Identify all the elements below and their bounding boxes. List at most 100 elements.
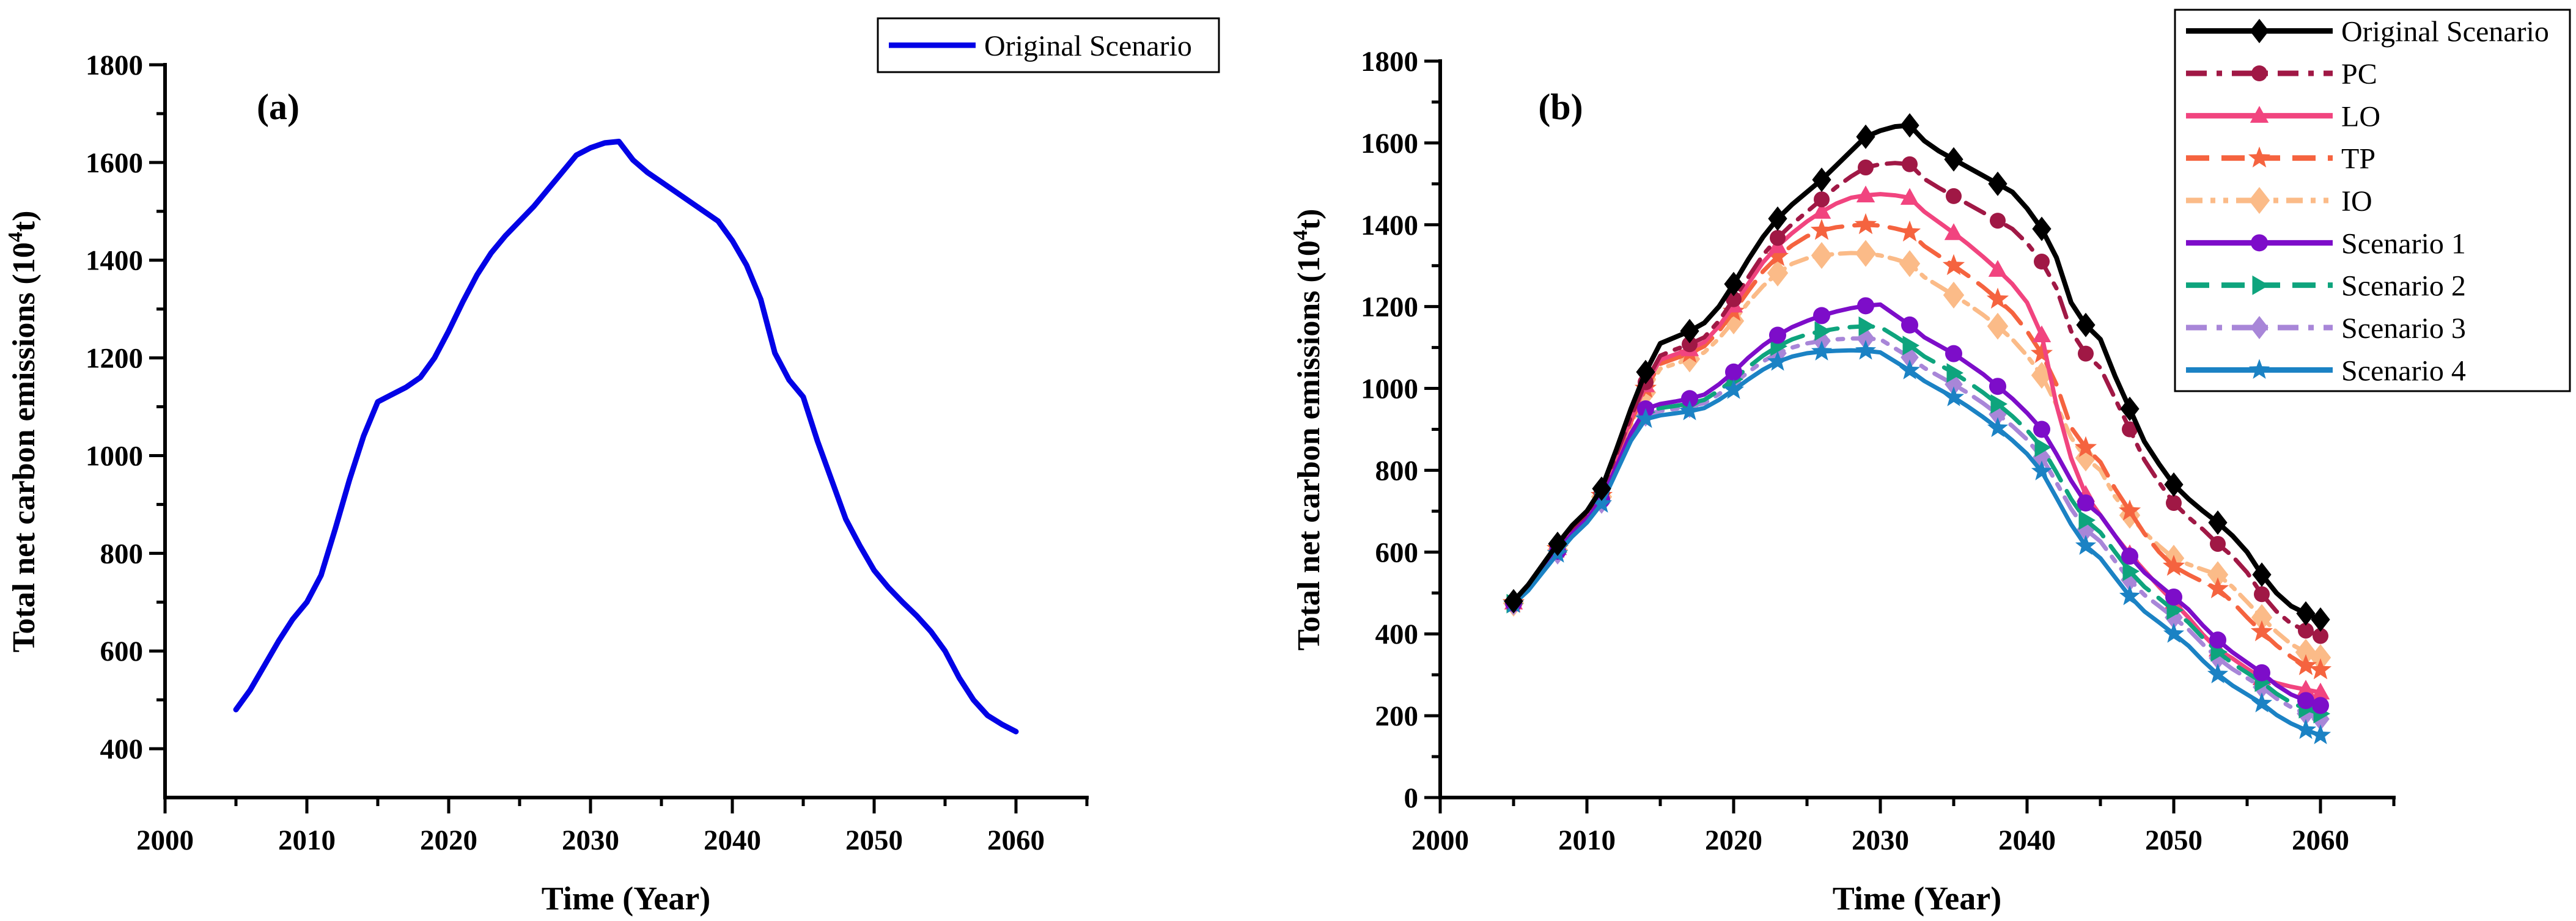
marker-circle <box>1857 297 1874 315</box>
marker-star <box>1723 379 1745 399</box>
marker-diamond <box>2250 316 2269 339</box>
x-tick-label: 2020 <box>420 824 477 856</box>
legend-item-original-scenario: Original Scenario <box>2186 16 2549 48</box>
x-tick-label: 2040 <box>704 824 761 856</box>
marker-triangle-up <box>2032 325 2052 342</box>
y-tick-label: 1000 <box>1361 373 1418 405</box>
legend-item-lo: LO <box>2186 100 2380 133</box>
marker-star <box>2248 359 2270 379</box>
marker-star <box>1635 408 1657 428</box>
panel-label: (b) <box>1538 87 1583 127</box>
marker-star <box>1679 400 1701 420</box>
marker-diamond <box>2120 397 2140 421</box>
marker-diamond <box>2208 510 2228 535</box>
marker-star <box>1987 417 2009 438</box>
marker-star <box>2309 724 2331 744</box>
marker-triangle-right <box>1902 336 1919 356</box>
marker-circle <box>2166 495 2182 511</box>
marker-diamond <box>1899 250 1921 277</box>
legend-label: Original Scenario <box>984 30 1192 62</box>
marker-circle <box>2297 692 2314 710</box>
marker-circle <box>2251 234 2268 252</box>
marker-star <box>1811 340 1833 361</box>
y-tick-label: 1200 <box>86 343 143 375</box>
marker-circle <box>1858 160 1874 176</box>
x-tick-label: 2030 <box>1852 824 1909 856</box>
marker-star <box>2119 585 2141 606</box>
marker-circle <box>1769 326 1786 344</box>
x-tick-labels: 2000 2010 2020 2030 2040 2050 2060 <box>1411 824 2349 856</box>
marker-triangle-right <box>2078 510 2096 530</box>
marker-circle <box>2210 535 2226 552</box>
marker-circle <box>1726 291 1742 307</box>
marker-triangle-up <box>1812 202 1831 219</box>
y-tick-label: 200 <box>1375 700 1419 732</box>
legend-label: PC <box>2341 58 2377 90</box>
marker-diamond <box>1900 113 1919 138</box>
marker-triangle-right <box>2122 561 2140 581</box>
legend-item-scenario-2: Scenario 2 <box>2186 270 2466 303</box>
marker-diamond <box>1723 307 1745 335</box>
x-tick-labels: 2000 2010 2020 2030 2040 2050 2060 <box>136 824 1045 856</box>
marker-circle <box>2078 345 2094 362</box>
panel-a: 2000 2010 2020 2030 2040 2050 2060 400 600 800 100… <box>4 17 1220 917</box>
marker-circle <box>2312 697 2329 714</box>
marker-diamond <box>2032 216 2052 241</box>
marker-circle <box>1814 191 1830 208</box>
marker-star <box>2295 719 2317 739</box>
marker-star <box>1943 386 1965 406</box>
marker-diamond <box>2311 607 2330 632</box>
marker-circle <box>1901 316 1918 334</box>
marker-circle <box>1990 213 2006 229</box>
marker-circle <box>1989 378 2006 395</box>
marker-diamond <box>1856 124 1875 149</box>
marker-star <box>1899 359 1921 380</box>
y-tick-labels: 400 600 800 1000 1200 1400 1600 1800 <box>86 50 143 765</box>
marker-diamond <box>1944 147 1963 172</box>
marker-triangle-right <box>1858 316 1875 336</box>
x-tick-label: 2060 <box>987 824 1045 856</box>
marker-triangle-up <box>2296 680 2316 697</box>
marker-diamond <box>1855 240 1877 267</box>
marker-star <box>1810 219 1833 240</box>
marker-diamond <box>1636 359 1655 384</box>
marker-diamond <box>2296 601 2316 626</box>
panel-label: (a) <box>257 87 300 127</box>
marker-diamond <box>2251 604 2273 631</box>
marker-circle <box>2209 631 2226 649</box>
legend: Original Scenario PC LO TP IO Scenario 1 Scena… <box>2174 9 2571 392</box>
legend-label: Scenario 1 <box>2341 227 2466 260</box>
marker-diamond <box>1592 476 1611 501</box>
marker-star <box>1942 254 1965 276</box>
marker-circle <box>2077 494 2094 512</box>
marker-circle <box>2034 254 2050 270</box>
marker-diamond <box>1812 167 1831 193</box>
legend-label: LO <box>2341 100 2380 133</box>
marker-circle <box>2165 588 2182 606</box>
legend-item-pc: PC <box>2186 58 2377 90</box>
marker-triangle-up <box>2311 683 2330 700</box>
marker-diamond <box>2252 562 2272 587</box>
marker-diamond <box>1767 259 1789 287</box>
marker-diamond <box>1548 531 1567 556</box>
marker-diamond <box>1987 312 2009 340</box>
marker-circle <box>1946 188 1962 204</box>
x-axis-title: Time (Year) <box>1833 880 2001 917</box>
marker-triangle-up <box>1944 223 1963 240</box>
marker-star <box>2251 692 2273 713</box>
y-tick-label: 1400 <box>86 245 143 277</box>
marker-star <box>1986 287 2009 309</box>
ticks <box>1424 59 2396 813</box>
legend-label: IO <box>2341 185 2372 218</box>
x-tick-label: 2010 <box>278 824 336 856</box>
y-tick-label: 400 <box>100 733 144 765</box>
x-tick-label: 2050 <box>2145 824 2202 856</box>
legend-label: Scenario 2 <box>2341 270 2466 303</box>
marker-triangle-up <box>1988 260 2007 277</box>
marker-diamond <box>2076 312 2096 337</box>
y-axis-title: Total net carbon emissions (104t) <box>4 211 42 653</box>
marker-star <box>1591 493 1613 513</box>
marker-circle <box>2122 421 2138 438</box>
